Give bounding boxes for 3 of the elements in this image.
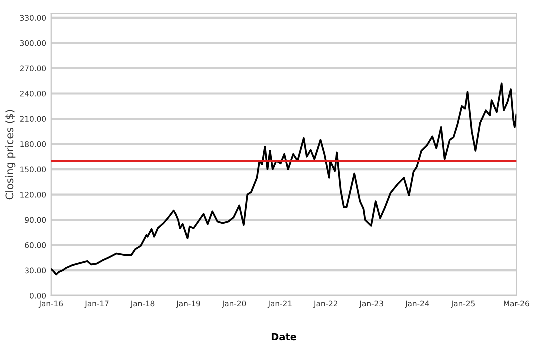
- y-axis-title: Closing prices ($): [6, 110, 16, 200]
- x-axis-title: Date: [272, 333, 296, 341]
- line-series: [51, 82, 517, 276]
